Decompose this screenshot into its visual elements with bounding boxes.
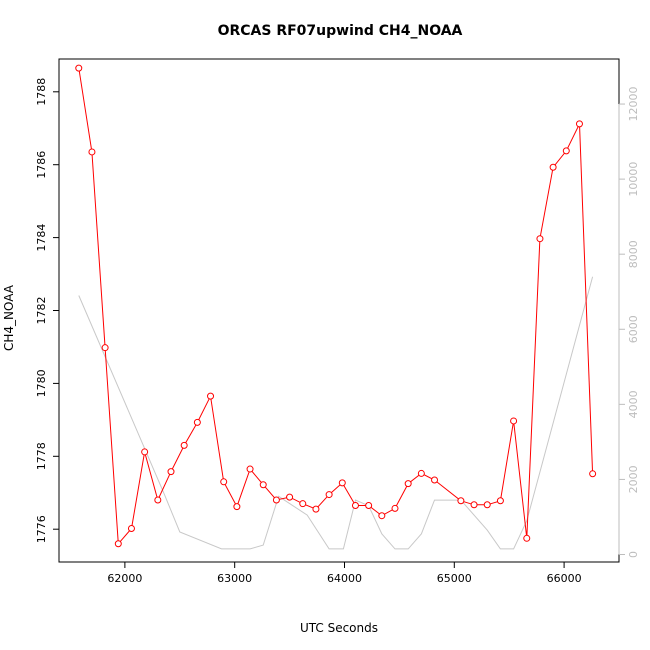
data-point <box>378 512 386 520</box>
y-axis-right: 0 2000 4000 6000 8000 10000 12000 <box>618 87 640 558</box>
data-point <box>549 163 557 171</box>
data-point <box>562 147 570 155</box>
data-point <box>75 64 83 72</box>
data-point <box>193 418 201 426</box>
data-point <box>220 478 228 486</box>
x-axis-label: UTC Seconds <box>300 621 378 635</box>
data-point <box>233 503 241 511</box>
data-point <box>483 501 491 509</box>
plot-frame <box>58 58 620 563</box>
y2-tick-label: 2000 <box>627 465 640 493</box>
data-point <box>496 497 504 505</box>
data-point <box>510 417 518 425</box>
y-tick-label: 1786 <box>35 151 48 179</box>
data-point <box>299 500 307 508</box>
data-point <box>127 524 135 532</box>
data-point <box>338 479 346 487</box>
y-tick-label: 1776 <box>35 515 48 543</box>
data-point <box>523 534 531 542</box>
data-point <box>589 470 597 478</box>
data-point <box>167 468 175 476</box>
data-point <box>365 502 373 510</box>
y2-tick-label: 10000 <box>627 162 640 197</box>
x-tick-label: 62000 <box>107 572 142 585</box>
y-axis-label: CH4_NOAA <box>2 284 16 351</box>
data-point <box>114 540 122 548</box>
chart-title: ORCAS RF07upwind CH4_NOAA <box>218 23 463 39</box>
series-line-right <box>78 276 594 550</box>
y2-tick-label: 0 <box>627 551 640 558</box>
data-point <box>536 235 544 243</box>
data-point <box>101 344 109 352</box>
data-point <box>286 493 294 501</box>
y-tick-label: 1778 <box>35 442 48 470</box>
data-point <box>404 480 412 488</box>
x-tick-label: 65000 <box>437 572 472 585</box>
data-point <box>470 501 478 509</box>
data-point <box>272 496 280 504</box>
series-layer <box>75 64 597 550</box>
y-tick-label: 1788 <box>35 78 48 106</box>
data-point <box>417 469 425 477</box>
data-point <box>180 441 188 449</box>
data-point <box>325 491 333 499</box>
y2-tick-label: 12000 <box>627 87 640 122</box>
y2-tick-label: 4000 <box>627 390 640 418</box>
x-tick-label: 63000 <box>217 572 252 585</box>
data-point <box>259 481 267 489</box>
data-point <box>246 465 254 473</box>
data-point <box>88 148 96 156</box>
y-tick-label: 1780 <box>35 369 48 397</box>
y-axis-left: 1776 1778 1780 1782 1784 1786 1788 <box>35 78 60 543</box>
data-point <box>351 502 359 510</box>
data-point <box>312 505 320 513</box>
data-point <box>207 392 215 400</box>
y-tick-label: 1784 <box>35 224 48 252</box>
data-point <box>431 476 439 484</box>
x-tick-label: 66000 <box>547 572 582 585</box>
series-line-left <box>78 68 594 546</box>
data-point <box>575 120 583 128</box>
data-point <box>391 504 399 512</box>
x-axis: 62000 63000 64000 65000 66000 <box>107 561 582 585</box>
y-tick-label: 1782 <box>35 297 48 325</box>
data-point <box>141 448 149 456</box>
y2-tick-label: 8000 <box>627 240 640 268</box>
x-tick-label: 64000 <box>327 572 362 585</box>
data-point <box>457 497 465 505</box>
data-point <box>154 496 162 504</box>
y2-tick-label: 6000 <box>627 315 640 343</box>
